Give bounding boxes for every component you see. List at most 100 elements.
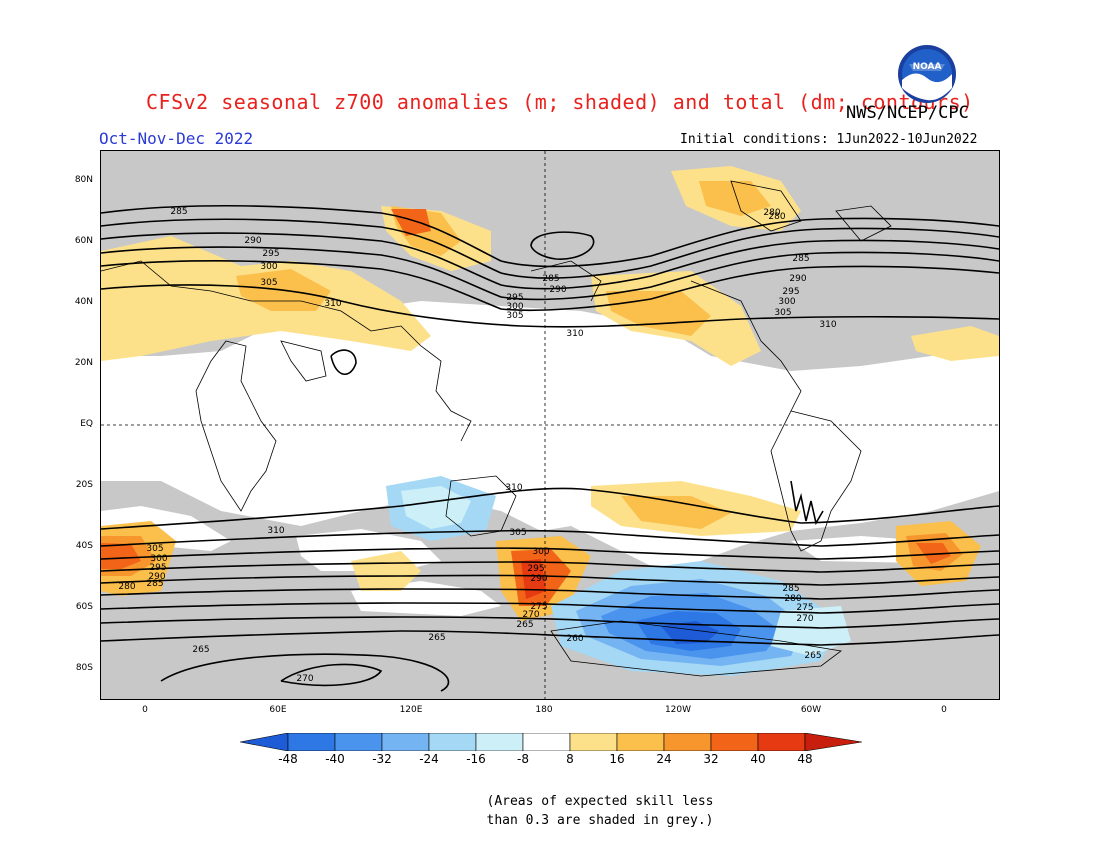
contour-label: 295	[527, 564, 544, 574]
lon-label: 0	[941, 705, 947, 715]
colorbar-swatch	[240, 733, 289, 751]
lat-label: EQ	[80, 419, 93, 429]
contour-label: 305	[506, 311, 523, 321]
lat-label: 80S	[75, 663, 93, 673]
colorbar	[240, 733, 862, 751]
contour-label: 285	[542, 274, 559, 284]
colorbar-swatch	[569, 733, 618, 751]
colorbar-label: 8	[566, 752, 574, 766]
colorbar-swatch	[287, 733, 336, 751]
contour-label: 295	[149, 563, 166, 573]
contour-label: 275	[530, 602, 547, 612]
skill-note-line: (Areas of expected skill less	[486, 794, 714, 809]
colorbar-label: 32	[703, 752, 719, 766]
skill-note-line: than 0.3 are shaded in grey.)	[486, 813, 714, 828]
contour-label: 275	[796, 603, 813, 613]
height-contours	[101, 204, 999, 692]
lon-label: 0	[142, 705, 148, 715]
colorbar-label: 24	[656, 752, 672, 766]
colorbar-swatch	[381, 733, 430, 751]
lat-label: 60N	[74, 236, 93, 246]
lat-label: 40N	[74, 297, 93, 307]
contour-label: 290	[549, 285, 566, 295]
contour-label: 280	[763, 208, 780, 218]
anomaly-map: 285 290 295 300 305 310 285 290 295 300 …	[100, 150, 1000, 700]
colorbar-swatch	[757, 733, 806, 751]
lon-label: 60W	[800, 705, 822, 715]
initial-conditions: Initial conditions: 1Jun2022-10Jun2022	[680, 132, 978, 147]
lon-label: 120W	[664, 705, 692, 715]
contour-label: 265	[428, 633, 445, 643]
contour-label: 305	[509, 528, 526, 538]
colorbar-swatch	[616, 733, 665, 751]
contour-label: 305	[260, 278, 277, 288]
lat-label: 20S	[75, 480, 93, 490]
colorbar-swatch	[428, 733, 477, 751]
map-canvas: 285 290 295 300 305 310 285 290 295 300 …	[101, 151, 999, 699]
lat-label: 40S	[75, 541, 93, 551]
contour-label: 295	[262, 249, 279, 259]
contour-label: 290	[530, 574, 547, 584]
contour-label: 265	[192, 645, 209, 655]
colorbar-label: -16	[466, 752, 486, 766]
contour-label: 305	[774, 308, 791, 318]
contour-label: 265	[516, 620, 533, 630]
contour-label: 310	[819, 320, 836, 330]
colorbar-swatch	[663, 733, 712, 751]
contour-label: 270	[296, 674, 313, 684]
contour-label: 285	[792, 254, 809, 264]
lon-label: 180	[535, 705, 553, 715]
contour-label: 290	[789, 274, 806, 284]
colorbar-label: -40	[325, 752, 345, 766]
logo-text: NOAA	[913, 62, 942, 72]
lon-label: 120E	[399, 705, 423, 715]
contour-label: 270	[796, 614, 813, 624]
contour-label: 290	[244, 236, 261, 246]
contour-label: 285	[146, 579, 163, 589]
contour-label: 310	[505, 483, 522, 493]
colorbar-swatch	[475, 733, 524, 751]
colorbar-swatch	[804, 733, 862, 751]
lat-label: 20N	[74, 358, 93, 368]
colorbar-label: 16	[609, 752, 625, 766]
colorbar-swatch	[334, 733, 383, 751]
contour-label: 300	[150, 554, 167, 564]
map-title: CFSv2 seasonal z700 anomalies (m; shaded…	[146, 90, 974, 114]
contour-label: 300	[778, 297, 795, 307]
colorbar-label: -8	[517, 752, 529, 766]
reference-lines	[101, 151, 999, 699]
contour-label: 295	[782, 287, 799, 297]
skill-note: (Areas of expected skill less than 0.3 a…	[440, 792, 760, 830]
contour-label: 295	[506, 293, 523, 303]
contour-label: 300	[506, 302, 523, 312]
colorbar-label: 48	[797, 752, 813, 766]
lon-label: 60E	[269, 705, 287, 715]
contour-label: 270	[522, 610, 539, 620]
noaa-logo-icon: NOAA	[898, 45, 956, 103]
colorbar-swatch	[522, 733, 571, 751]
contour-label: 305	[146, 544, 163, 554]
colorbar-label: -24	[419, 752, 439, 766]
coastlines	[101, 180, 892, 677]
contour-label: 300	[260, 262, 277, 272]
contour-label: 265	[804, 651, 821, 661]
contour-label: 300	[532, 547, 549, 557]
contour-label: 290	[148, 572, 165, 582]
contour-label: 280	[118, 582, 135, 592]
contour-label: 280	[784, 594, 801, 604]
contour-label: 310	[566, 329, 583, 339]
contour-label: 310	[267, 526, 284, 536]
colorbar-swatch	[710, 733, 759, 751]
contour-label: 280	[768, 212, 785, 222]
colorbar-label: -48	[278, 752, 298, 766]
agency-label: NWS/NCEP/CPC	[846, 103, 969, 123]
lat-label: 80N	[74, 175, 93, 185]
forecast-period: Oct-Nov-Dec 2022	[99, 129, 254, 148]
contour-label: 260	[566, 634, 583, 644]
contour-label: 285	[782, 584, 799, 594]
lat-label: 60S	[75, 602, 93, 612]
contour-label: 285	[170, 207, 187, 217]
colorbar-label: -32	[372, 752, 392, 766]
contour-label: 310	[324, 299, 341, 309]
colorbar-label: 40	[750, 752, 766, 766]
